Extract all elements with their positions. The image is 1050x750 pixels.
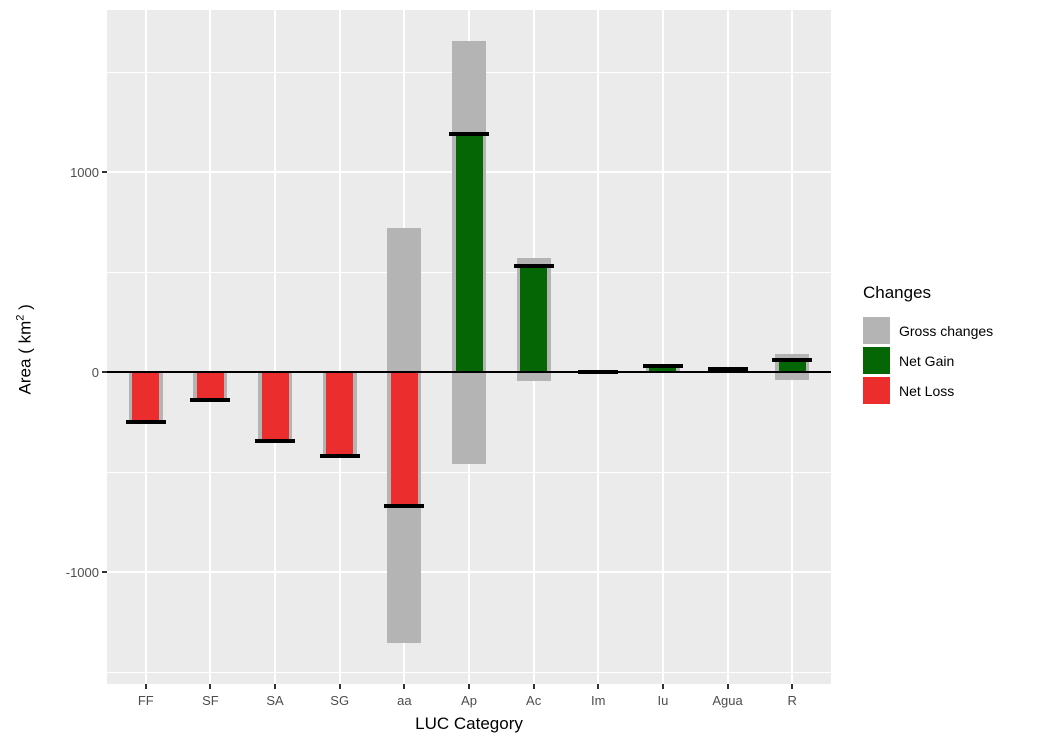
gridline-minor bbox=[107, 671, 831, 673]
legend-item: Net Loss bbox=[863, 377, 993, 404]
legend-items: Gross changes Net Gain Net Loss bbox=[863, 317, 993, 404]
x-tick-label-SF: SF bbox=[202, 693, 219, 708]
net-value-segment-SG bbox=[319, 454, 360, 458]
x-tick-label-aa: aa bbox=[397, 693, 412, 708]
net-value-segment-SF bbox=[190, 398, 231, 402]
y-tick-mark bbox=[102, 171, 107, 173]
net-gain-swatch bbox=[863, 347, 890, 374]
x-tick-mark bbox=[661, 684, 664, 689]
gridline-major bbox=[107, 571, 831, 573]
x-tick-label-SG: SG bbox=[330, 693, 350, 708]
net-value-segment-Agua bbox=[707, 366, 748, 371]
gridline-vertical bbox=[726, 10, 729, 684]
x-tick-label-R: R bbox=[787, 693, 797, 708]
x-tick-mark bbox=[274, 684, 277, 689]
net-gain-bar-Iu bbox=[649, 366, 677, 372]
x-tick-mark bbox=[468, 684, 470, 689]
x-tick-label-Im: Im bbox=[591, 693, 606, 708]
gross-swatch bbox=[863, 317, 890, 344]
x-tick-mark bbox=[338, 684, 341, 689]
net-gain-bar-Ap bbox=[455, 134, 483, 372]
net-value-segment-Ap bbox=[449, 132, 489, 136]
x-tick-label-Ac: Ac bbox=[526, 693, 542, 708]
net-gain-bar-Ac bbox=[520, 266, 548, 372]
plot-panel bbox=[107, 10, 831, 684]
legend-item: Gross changes bbox=[863, 317, 993, 344]
y-axis-title: Area ( km2 ) bbox=[14, 304, 35, 395]
legend-item-label: Net Loss bbox=[899, 382, 955, 399]
y-tick-mark bbox=[102, 571, 107, 573]
x-tick-mark bbox=[597, 684, 600, 689]
gridline-vertical bbox=[274, 10, 277, 684]
net-value-segment-R bbox=[772, 358, 813, 362]
y-tick-label: 0 bbox=[91, 365, 99, 380]
gridline-vertical bbox=[661, 10, 664, 684]
gridline-vertical bbox=[209, 10, 212, 684]
x-tick-mark bbox=[209, 684, 212, 689]
zero-line bbox=[107, 371, 831, 373]
legend-title: Changes bbox=[863, 283, 932, 302]
net-value-segment-FF bbox=[125, 420, 166, 424]
gridline-minor bbox=[107, 471, 831, 473]
y-tick-mark bbox=[102, 371, 107, 373]
net-loss-bar-aa bbox=[390, 372, 418, 506]
net-gain-bar-R bbox=[778, 360, 806, 372]
net-value-segment-Im bbox=[578, 370, 619, 374]
net-value-segment-Ac bbox=[513, 264, 554, 268]
x-tick-label-SA: SA bbox=[266, 693, 284, 708]
legend-item-label: Gross changes bbox=[899, 322, 994, 339]
x-tick-label-Iu: Iu bbox=[657, 693, 669, 708]
y-tick-label: -1000 bbox=[65, 565, 99, 580]
x-tick-mark bbox=[726, 684, 729, 689]
x-tick-mark bbox=[791, 684, 794, 689]
legend: Changes Gross changes Net Gain Net Loss bbox=[863, 283, 993, 407]
gridline-vertical bbox=[144, 10, 147, 684]
net-value-segment-SA bbox=[255, 439, 296, 443]
legend-item: Net Gain bbox=[863, 347, 993, 374]
net-loss-bar-SF bbox=[196, 372, 224, 400]
net-loss-swatch bbox=[863, 377, 890, 404]
net-value-segment-aa bbox=[384, 504, 425, 508]
gridline-vertical bbox=[791, 10, 794, 684]
y-tick-label: 1000 bbox=[70, 165, 99, 180]
gridline-vertical bbox=[338, 10, 341, 684]
x-tick-mark bbox=[403, 684, 406, 689]
x-tick-label-Agua: Agua bbox=[712, 693, 743, 708]
x-tick-mark bbox=[532, 684, 535, 689]
net-loss-bar-SA bbox=[261, 372, 289, 441]
net-loss-bar-FF bbox=[132, 372, 160, 422]
km-squared-superscript: 2 bbox=[14, 314, 27, 321]
net-value-segment-Iu bbox=[642, 364, 683, 369]
x-tick-mark bbox=[144, 684, 147, 689]
x-tick-label-Ap: Ap bbox=[461, 693, 477, 708]
x-axis-title: LUC Category bbox=[415, 714, 523, 733]
legend-item-label: Net Gain bbox=[899, 352, 955, 369]
gridline-vertical bbox=[597, 10, 600, 684]
net-loss-bar-SG bbox=[326, 372, 354, 456]
x-tick-label-FF: FF bbox=[137, 693, 154, 708]
